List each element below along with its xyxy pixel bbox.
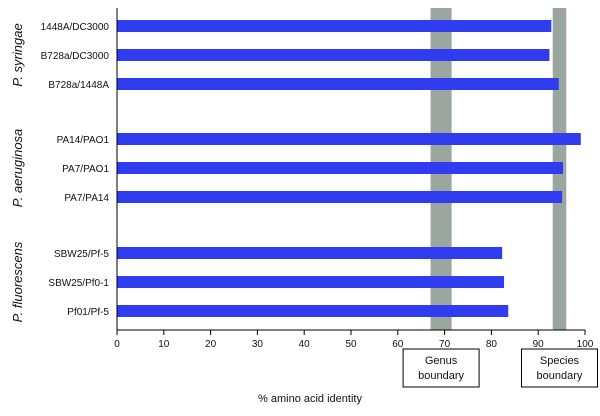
bar-PA7/PA14	[117, 191, 563, 203]
x-tick-label: 20	[205, 339, 217, 350]
x-tick-label: 80	[486, 339, 498, 350]
category-label: SBW25/Pf0-1	[48, 278, 109, 289]
category-label: PA7/PAO1	[62, 164, 109, 175]
group-label: P. aeruginosa	[10, 129, 25, 208]
group-labels: P. syringae P. aeruginosa P. fluorescens	[10, 23, 25, 322]
category-label: SBW25/Pf-5	[54, 249, 109, 260]
category-label: B728a/DC3000	[41, 51, 110, 62]
x-tick-label: 50	[345, 339, 357, 350]
bar-Pf01/Pf-5	[117, 305, 509, 317]
bar-B728a/DC3000	[117, 49, 550, 61]
x-tick-label: 30	[252, 339, 264, 350]
band-label-box-1: Species boundary	[520, 348, 598, 388]
bar-SBW25/Pf0-1	[117, 276, 505, 288]
band-label-frame	[402, 348, 480, 388]
category-label: PA14/PAO1	[57, 135, 110, 146]
bar-SBW25/Pf-5	[117, 247, 503, 259]
group-label: P. syringae	[10, 23, 25, 86]
category-label: B728a/1448A	[48, 80, 109, 91]
group-label: P. fluorescens	[10, 241, 25, 322]
x-tick-label: 10	[158, 339, 170, 350]
band-label-line2: boundary	[418, 370, 464, 382]
x-tick-label: 100	[577, 339, 594, 350]
category-labels: 1448A/DC3000 B728a/DC3000 B728a/1448A PA14/…	[41, 22, 110, 318]
bar-series	[117, 20, 581, 317]
x-tick-label: 0	[114, 339, 120, 350]
band-label-line1: Species	[540, 355, 580, 367]
bar-1448A/DC3000	[117, 20, 552, 32]
x-tick-label: 60	[392, 339, 404, 350]
x-axis-label: % amino acid identity	[258, 393, 362, 405]
band-label-line1: Genus	[425, 355, 458, 367]
bar-PA7/PAO1	[117, 162, 564, 174]
bar-PA14/PAO1	[117, 133, 581, 145]
x-tick-label: 70	[439, 339, 451, 350]
band-label-box-0: Genus boundary	[402, 348, 480, 388]
bar-B728a/1448A	[117, 78, 559, 90]
band-label-line2: boundary	[537, 370, 583, 382]
category-label: 1448A/DC3000	[41, 22, 110, 33]
category-label: Pf01/Pf-5	[67, 307, 109, 318]
x-axis-ticks: 0 10 20 30 40 50 60 70 80 90 100	[114, 330, 594, 350]
x-tick-label: 40	[299, 339, 311, 350]
category-label: PA7/PA14	[64, 193, 109, 204]
band-labels: Genus boundary Species boundary	[402, 348, 598, 388]
band-label-frame	[520, 348, 598, 388]
x-tick-label: 90	[533, 339, 545, 350]
